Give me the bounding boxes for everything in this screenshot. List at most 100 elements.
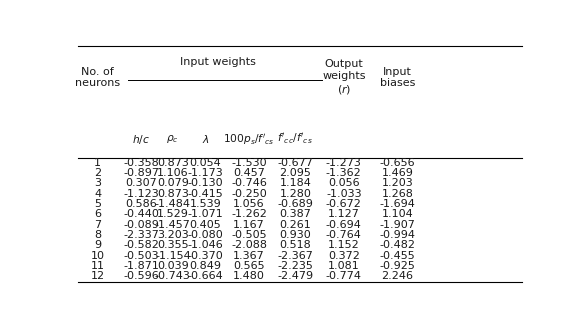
Text: -1.071: -1.071 (188, 210, 223, 220)
Text: 0.586: 0.586 (125, 199, 157, 209)
Text: -0.455: -0.455 (380, 251, 415, 261)
Text: 0.930: 0.930 (280, 230, 311, 240)
Text: 10: 10 (91, 251, 105, 261)
Text: -1.457: -1.457 (155, 220, 191, 230)
Text: -0.694: -0.694 (326, 220, 362, 230)
Text: 1.203: 1.203 (381, 178, 413, 188)
Text: 0.457: 0.457 (233, 168, 265, 178)
Text: 12: 12 (91, 271, 105, 281)
Text: 9: 9 (94, 241, 101, 251)
Text: 0.518: 0.518 (280, 241, 311, 251)
Text: -0.582: -0.582 (123, 241, 159, 251)
Text: -0.677: -0.677 (277, 158, 313, 168)
Text: -0.482: -0.482 (379, 241, 415, 251)
Text: 0.405: 0.405 (190, 220, 221, 230)
Text: 1.104: 1.104 (381, 210, 413, 220)
Text: 6: 6 (94, 210, 101, 220)
Text: -0.080: -0.080 (188, 230, 223, 240)
Text: -0.672: -0.672 (326, 199, 362, 209)
Text: -0.764: -0.764 (326, 230, 362, 240)
Text: -2.088: -2.088 (231, 241, 267, 251)
Text: 2.095: 2.095 (280, 168, 311, 178)
Text: -1.694: -1.694 (379, 199, 415, 209)
Text: 0.054: 0.054 (190, 158, 221, 168)
Text: 0.849: 0.849 (190, 261, 222, 271)
Text: 1.367: 1.367 (233, 251, 265, 261)
Text: 1.280: 1.280 (280, 189, 311, 199)
Text: -2.235: -2.235 (277, 261, 313, 271)
Text: 4: 4 (94, 189, 101, 199)
Text: -0.505: -0.505 (231, 230, 267, 240)
Text: -1.123: -1.123 (123, 189, 159, 199)
Text: 0.387: 0.387 (280, 210, 311, 220)
Text: 5: 5 (94, 199, 101, 209)
Text: -0.994: -0.994 (379, 230, 415, 240)
Text: -0.689: -0.689 (277, 199, 313, 209)
Text: -0.925: -0.925 (379, 261, 415, 271)
Text: 1.106: 1.106 (157, 168, 189, 178)
Text: -2.367: -2.367 (277, 251, 313, 261)
Text: -0.415: -0.415 (188, 189, 223, 199)
Text: -1.484: -1.484 (155, 199, 191, 209)
Text: 1.539: 1.539 (190, 199, 221, 209)
Text: 7: 7 (94, 220, 101, 230)
Text: -1.362: -1.362 (326, 168, 362, 178)
Text: -2.479: -2.479 (277, 271, 314, 281)
Text: 0.261: 0.261 (280, 220, 311, 230)
Text: Input weights: Input weights (180, 57, 256, 67)
Text: -0.089: -0.089 (123, 220, 159, 230)
Text: 1.268: 1.268 (381, 189, 413, 199)
Text: -0.897: -0.897 (123, 168, 159, 178)
Text: -1.154: -1.154 (155, 251, 191, 261)
Text: $\rho_c$: $\rho_c$ (167, 133, 179, 145)
Text: No. of
neurons: No. of neurons (75, 67, 120, 88)
Text: 0.372: 0.372 (328, 251, 360, 261)
Text: 0.873: 0.873 (157, 189, 189, 199)
Text: 0.565: 0.565 (233, 261, 265, 271)
Text: 1.152: 1.152 (328, 241, 360, 251)
Text: Input
biases: Input biases (380, 67, 415, 88)
Text: -0.746: -0.746 (231, 178, 267, 188)
Text: 3.203: 3.203 (157, 230, 189, 240)
Text: -1.907: -1.907 (379, 220, 415, 230)
Text: -0.440: -0.440 (123, 210, 159, 220)
Text: $f'_{cc}/f'_{cs}$: $f'_{cc}/f'_{cs}$ (277, 132, 313, 147)
Text: -1.033: -1.033 (326, 189, 362, 199)
Text: -0.130: -0.130 (188, 178, 223, 188)
Text: 1.469: 1.469 (381, 168, 413, 178)
Text: 11: 11 (91, 261, 105, 271)
Text: $h/c$: $h/c$ (132, 133, 150, 146)
Text: 0.056: 0.056 (328, 178, 360, 188)
Text: 0.873: 0.873 (157, 158, 189, 168)
Text: -0.596: -0.596 (123, 271, 159, 281)
Text: -1.871: -1.871 (123, 261, 159, 271)
Text: 8: 8 (94, 230, 101, 240)
Text: Output
weights
$(r)$: Output weights $(r)$ (322, 59, 366, 96)
Text: 1.529: 1.529 (157, 210, 189, 220)
Text: -0.358: -0.358 (123, 158, 159, 168)
Text: 1.127: 1.127 (328, 210, 360, 220)
Text: 1.081: 1.081 (328, 261, 360, 271)
Text: $\lambda$: $\lambda$ (202, 133, 209, 145)
Text: -0.370: -0.370 (188, 251, 223, 261)
Text: -0.656: -0.656 (380, 158, 415, 168)
Text: 0.079: 0.079 (157, 178, 189, 188)
Text: -0.743: -0.743 (155, 271, 191, 281)
Text: 0.355: 0.355 (157, 241, 189, 251)
Text: -1.046: -1.046 (188, 241, 223, 251)
Text: -1.530: -1.530 (231, 158, 267, 168)
Text: -0.250: -0.250 (231, 189, 267, 199)
Text: 2.246: 2.246 (381, 271, 413, 281)
Text: $100p_s/f'_{cs}$: $100p_s/f'_{cs}$ (223, 132, 275, 147)
Text: 1.056: 1.056 (233, 199, 265, 209)
Text: -1.173: -1.173 (188, 168, 223, 178)
Text: 3: 3 (94, 178, 101, 188)
Text: 2: 2 (94, 168, 101, 178)
Text: 0.307: 0.307 (125, 178, 157, 188)
Text: -0.774: -0.774 (326, 271, 362, 281)
Text: -0.664: -0.664 (188, 271, 223, 281)
Text: -1.273: -1.273 (326, 158, 362, 168)
Text: -1.262: -1.262 (231, 210, 267, 220)
Text: 1: 1 (94, 158, 101, 168)
Text: -0.503: -0.503 (123, 251, 159, 261)
